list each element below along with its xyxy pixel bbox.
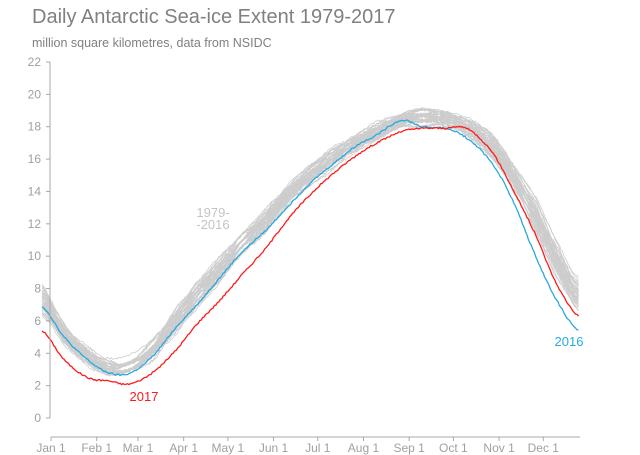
x-tick-label: Mar 1 bbox=[123, 441, 154, 455]
x-tick-label: Nov 1 bbox=[483, 441, 515, 455]
chart-subtitle: million square kilometres, data from NSI… bbox=[32, 36, 272, 50]
y-tick-label: 6 bbox=[34, 314, 41, 328]
y-tick-label: 12 bbox=[28, 217, 42, 231]
highlight-series-lines bbox=[41, 119, 580, 386]
y-tick-label: 20 bbox=[28, 87, 42, 101]
x-tick-label: Apr 1 bbox=[169, 441, 198, 455]
x-tick-label: Jan 1 bbox=[36, 441, 66, 455]
y-tick-label: 2 bbox=[34, 379, 41, 393]
series-line-2017 bbox=[41, 125, 580, 386]
background-year-line bbox=[41, 120, 579, 374]
background-year-line bbox=[41, 120, 579, 374]
y-tick-label: 0 bbox=[34, 411, 41, 425]
axes: 0 2 4 6 8 10 12 14 16 18 20 22 Jan 1 Feb 1 Mar 1 Apr 1 M… bbox=[28, 55, 580, 455]
y-tick-label: 22 bbox=[28, 55, 42, 69]
y-tick-label: 18 bbox=[28, 120, 42, 134]
y-tick-label: 8 bbox=[34, 282, 41, 296]
y-tick-label: 14 bbox=[28, 184, 42, 198]
background-years-lines bbox=[41, 107, 579, 377]
x-tick-label: Jun 1 bbox=[259, 441, 289, 455]
chart-title: Daily Antarctic Sea-ice Extent 1979-2017 bbox=[32, 6, 396, 28]
series-label-2016: 2016 bbox=[555, 334, 584, 349]
x-tick-label: Jul 1 bbox=[305, 441, 331, 455]
background-year-line bbox=[41, 108, 579, 368]
background-year-line bbox=[41, 107, 579, 360]
x-tick-label: Aug 1 bbox=[348, 441, 380, 455]
x-tick-label: Dec 1 bbox=[528, 441, 560, 455]
background-year-line bbox=[42, 108, 579, 371]
series-line-2016 bbox=[41, 119, 579, 377]
x-tick-label: Feb 1 bbox=[81, 441, 112, 455]
y-tick-label: 10 bbox=[28, 249, 42, 263]
background-year-line bbox=[41, 108, 579, 366]
background-year-line bbox=[41, 112, 579, 367]
background-years-label-2: -2016 bbox=[196, 217, 229, 232]
series-label-2017: 2017 bbox=[130, 389, 159, 404]
background-years-label: 1979- bbox=[196, 205, 229, 220]
x-tick-label: Sep 1 bbox=[393, 441, 425, 455]
background-year-line bbox=[41, 116, 579, 371]
x-tick-label: Oct 1 bbox=[439, 441, 468, 455]
y-tick-label: 16 bbox=[28, 152, 42, 166]
x-tick-label: May 1 bbox=[212, 441, 245, 455]
y-tick-label: 4 bbox=[34, 346, 41, 360]
